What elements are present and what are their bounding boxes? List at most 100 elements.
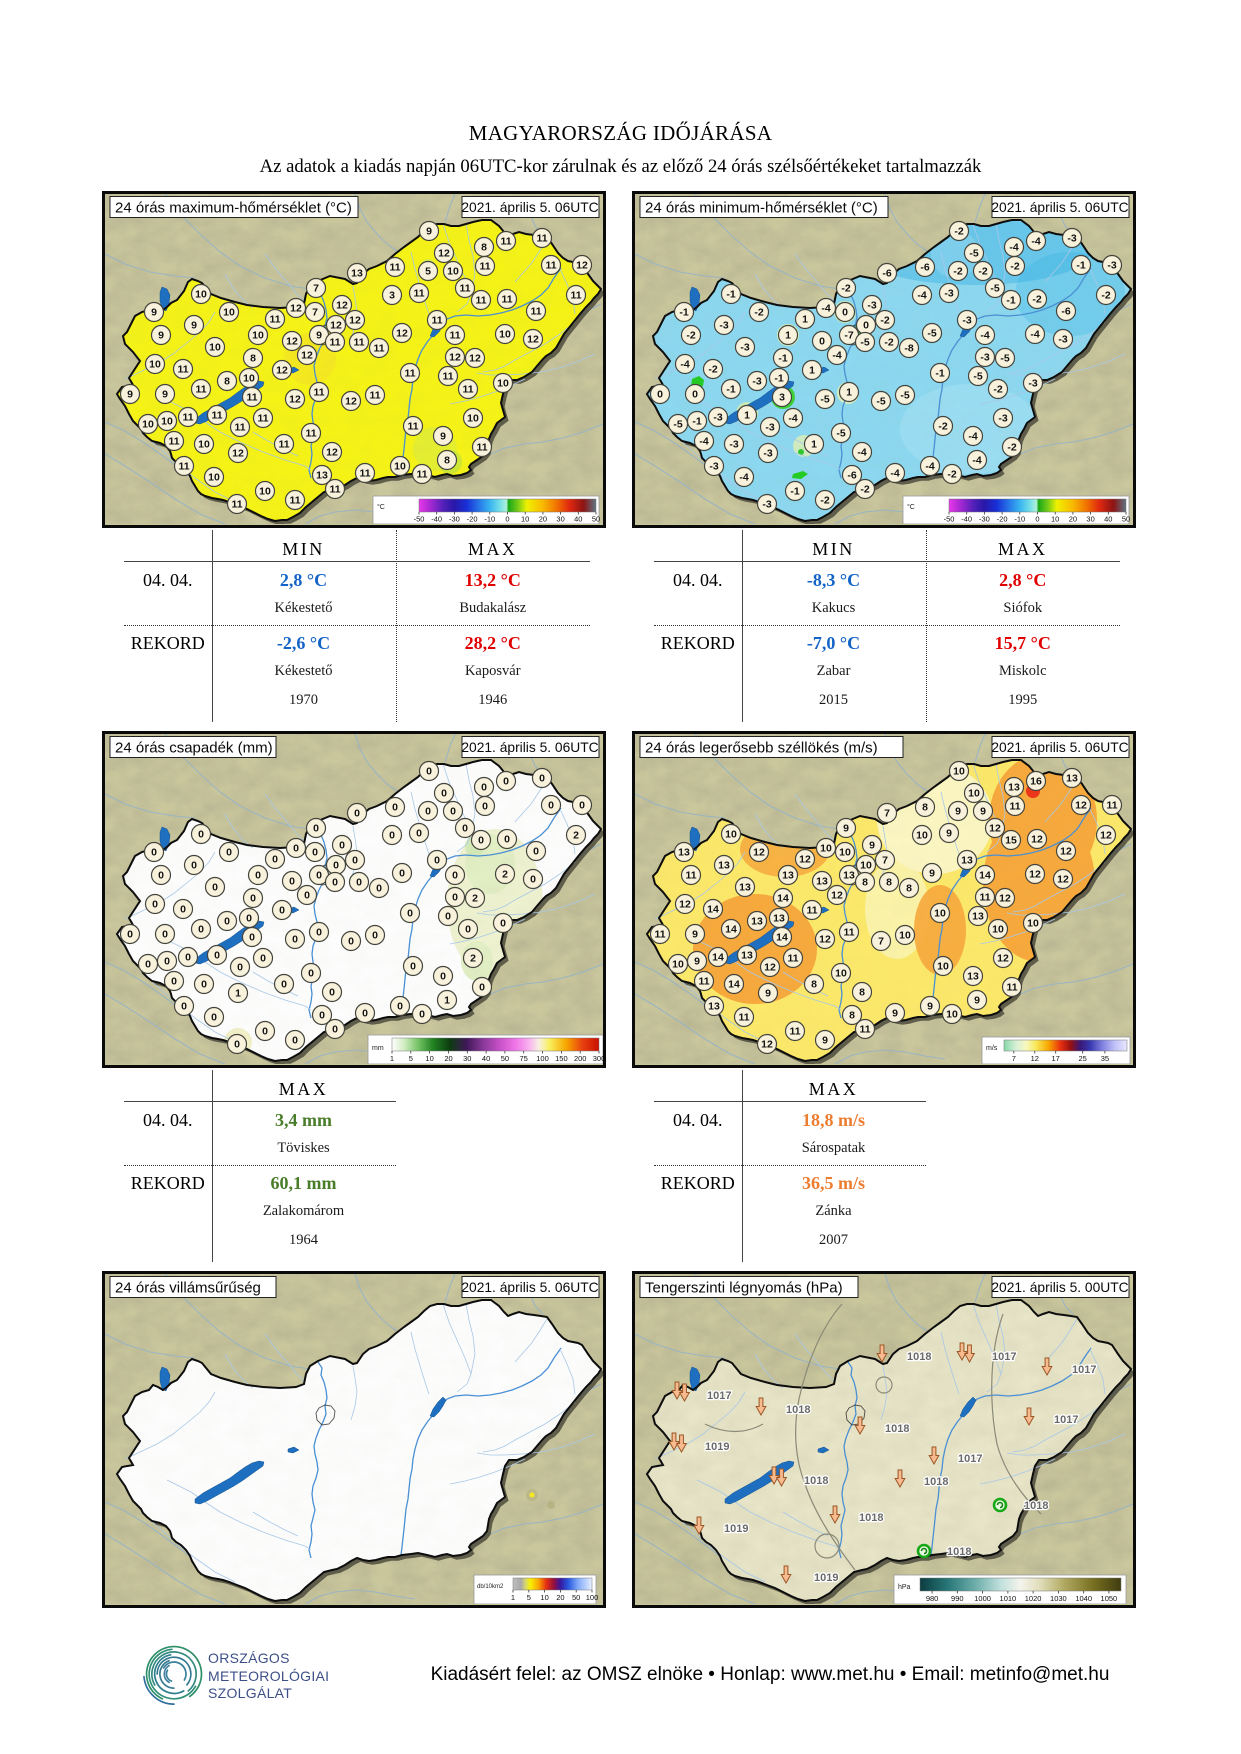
svg-text:10: 10 (149, 359, 161, 371)
svg-text:13: 13 (678, 847, 690, 859)
svg-text:-1: -1 (790, 486, 799, 498)
svg-text:-2: -2 (708, 364, 717, 376)
svg-text:13: 13 (967, 971, 979, 983)
svg-text:12: 12 (449, 352, 461, 364)
svg-text:11: 11 (787, 953, 798, 965)
svg-text:1: 1 (390, 1054, 394, 1063)
svg-text:0: 0 (316, 870, 322, 882)
svg-text:8: 8 (811, 979, 817, 991)
svg-text:-5: -5 (900, 390, 909, 402)
svg-text:11: 11 (404, 368, 415, 380)
svg-text:12: 12 (349, 315, 361, 327)
svg-text:12: 12 (753, 847, 765, 859)
svg-text:10: 10 (916, 830, 928, 842)
svg-text:1018: 1018 (947, 1546, 971, 1558)
svg-text:8: 8 (886, 877, 892, 889)
svg-text:0: 0 (145, 959, 151, 971)
svg-text:0: 0 (152, 899, 158, 911)
svg-text:db/10km2: db/10km2 (477, 1584, 504, 1590)
svg-text:-5: -5 (673, 419, 682, 431)
svg-text:0: 0 (376, 883, 382, 895)
svg-text:20: 20 (539, 515, 547, 524)
svg-text:0: 0 (503, 776, 509, 788)
svg-text:11: 11 (313, 387, 324, 399)
svg-text:11: 11 (1106, 800, 1117, 812)
svg-text:12: 12 (290, 303, 302, 315)
svg-text:-4: -4 (1030, 329, 1039, 341)
svg-text:12: 12 (345, 396, 357, 408)
svg-text:0: 0 (445, 911, 451, 923)
svg-text:9: 9 (892, 1008, 898, 1020)
svg-text:-3: -3 (729, 439, 738, 451)
svg-text:1: 1 (846, 387, 852, 399)
svg-text:°C: °C (907, 503, 915, 511)
svg-text:0: 0 (304, 890, 310, 902)
svg-text:-5: -5 (969, 248, 978, 260)
svg-text:10: 10 (946, 1009, 958, 1021)
svg-text:12: 12 (764, 962, 776, 974)
svg-text:-5: -5 (973, 371, 982, 383)
svg-text:11: 11 (269, 314, 280, 326)
svg-text:10: 10 (540, 1593, 548, 1602)
svg-text:10: 10 (259, 486, 271, 498)
svg-text:0: 0 (452, 870, 458, 882)
svg-text:0: 0 (224, 916, 230, 928)
svg-text:-3: -3 (1028, 378, 1037, 390)
svg-text:1018: 1018 (924, 1476, 948, 1488)
svg-text:7: 7 (312, 307, 318, 319)
svg-text:0: 0 (319, 1010, 325, 1022)
svg-text:0: 0 (462, 823, 468, 835)
svg-text:14: 14 (712, 952, 724, 964)
svg-text:10: 10 (934, 908, 946, 920)
svg-text:0: 0 (392, 802, 398, 814)
svg-text:-1: -1 (1076, 260, 1085, 272)
svg-text:0: 0 (548, 800, 554, 812)
svg-text:-6: -6 (1061, 306, 1070, 318)
svg-text:0: 0 (504, 834, 510, 846)
svg-text:-4: -4 (680, 359, 689, 371)
svg-text:11: 11 (459, 283, 470, 295)
svg-text:20: 20 (556, 1593, 564, 1602)
svg-text:11: 11 (462, 384, 473, 396)
svg-text:7: 7 (313, 283, 319, 295)
svg-text:-1: -1 (726, 384, 735, 396)
svg-text:-50: -50 (944, 515, 955, 524)
svg-text:2021. április 5. 06UTC: 2021. április 5. 06UTC (461, 200, 598, 215)
svg-text:°C: °C (377, 503, 385, 511)
svg-text:1: 1 (444, 995, 450, 1007)
svg-text:13: 13 (351, 268, 363, 280)
svg-text:-2: -2 (1101, 290, 1110, 302)
svg-text:50: 50 (572, 1593, 580, 1602)
svg-text:-5: -5 (876, 396, 885, 408)
svg-text:0: 0 (657, 389, 663, 401)
svg-text:35: 35 (1101, 1054, 1109, 1063)
svg-text:10: 10 (835, 968, 847, 980)
svg-text:-4: -4 (968, 431, 977, 443)
svg-text:10: 10 (937, 961, 949, 973)
svg-text:0: 0 (127, 929, 133, 941)
svg-text:12: 12 (326, 447, 338, 459)
svg-text:-6: -6 (920, 262, 929, 274)
svg-text:50: 50 (592, 515, 600, 524)
svg-text:hPa: hPa (898, 1584, 911, 1591)
svg-text:8: 8 (862, 877, 868, 889)
svg-text:3: 3 (779, 392, 785, 404)
svg-text:-40: -40 (431, 515, 442, 524)
svg-text:12: 12 (336, 300, 348, 312)
svg-text:0: 0 (440, 971, 446, 983)
svg-text:150: 150 (555, 1054, 568, 1063)
svg-text:0: 0 (419, 1009, 425, 1021)
svg-text:-3: -3 (998, 413, 1007, 425)
svg-text:0: 0 (452, 892, 458, 904)
svg-text:13: 13 (843, 870, 855, 882)
svg-text:0: 0 (399, 868, 405, 880)
svg-text:990: 990 (951, 1594, 964, 1603)
svg-text:12: 12 (1075, 800, 1087, 812)
svg-text:2021. április 5. 00UTC: 2021. április 5. 00UTC (991, 1280, 1128, 1295)
svg-text:10: 10 (820, 843, 832, 855)
svg-text:11: 11 (979, 892, 990, 904)
svg-text:40: 40 (574, 515, 582, 524)
svg-text:20: 20 (444, 1054, 452, 1063)
svg-text:11: 11 (476, 442, 487, 454)
svg-text:9: 9 (158, 330, 164, 342)
